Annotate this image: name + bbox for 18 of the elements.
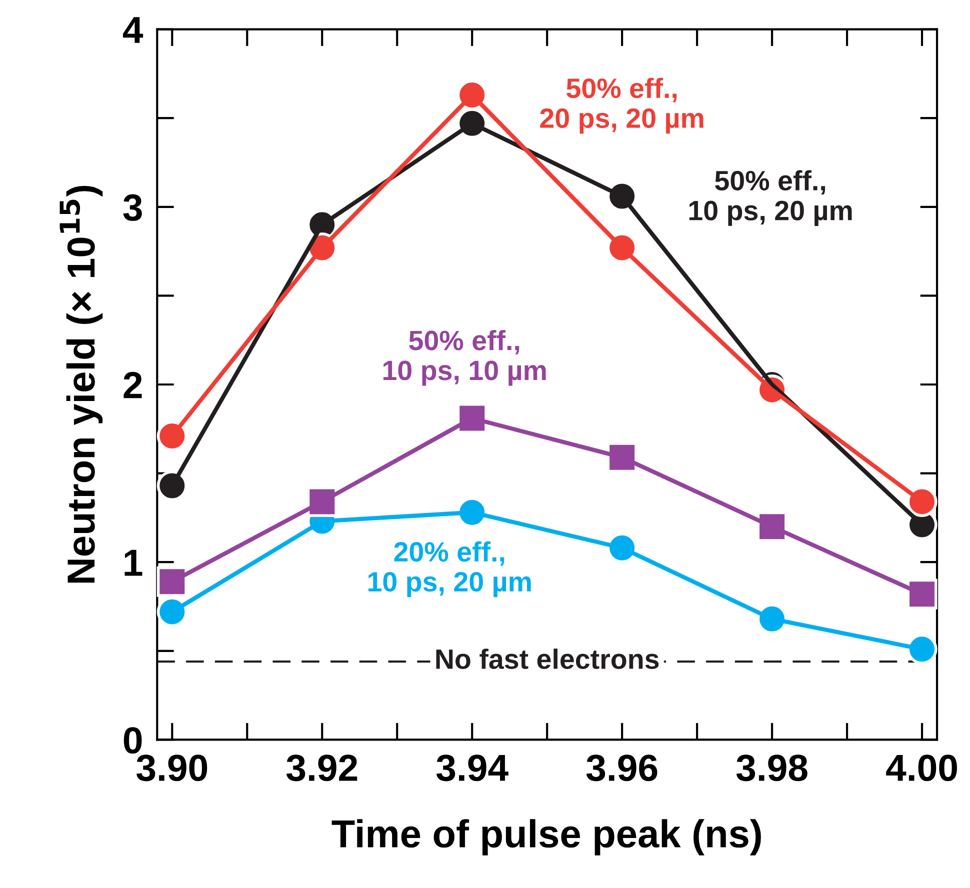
- series-label: 50% eff., 20 ps, 20 µm: [540, 78, 704, 134]
- y-tick-label: 0: [124, 727, 142, 754]
- y-tick-label: 4: [122, 17, 144, 43]
- y-axis-title: Neutron yield (× 10$^{15}$): [60, 186, 103, 583]
- y-tick-label: 1: [124, 550, 142, 576]
- x-tick-label: 3.90: [136, 754, 208, 782]
- x-axis-title: Time of pulse peak (ns): [332, 819, 761, 856]
- y-tick-label: 2: [124, 372, 142, 398]
- ref-line-label: No fast electrons: [436, 648, 659, 670]
- series-label: 50% eff., 10 ps, 20 µm: [689, 170, 852, 226]
- series-label: 50% eff., 10 ps, 10 µm: [383, 330, 546, 386]
- x-tick-label: 3.94: [436, 754, 508, 782]
- x-tick-label: 4.00: [886, 754, 957, 782]
- series-label: 20% eff., 10 ps, 20 µm: [368, 541, 531, 598]
- y-tick-label: 3: [123, 194, 142, 221]
- x-tick-label: 3.98: [736, 754, 808, 782]
- x-tick-label: 3.92: [286, 754, 358, 782]
- x-tick-label: 3.96: [586, 754, 658, 782]
